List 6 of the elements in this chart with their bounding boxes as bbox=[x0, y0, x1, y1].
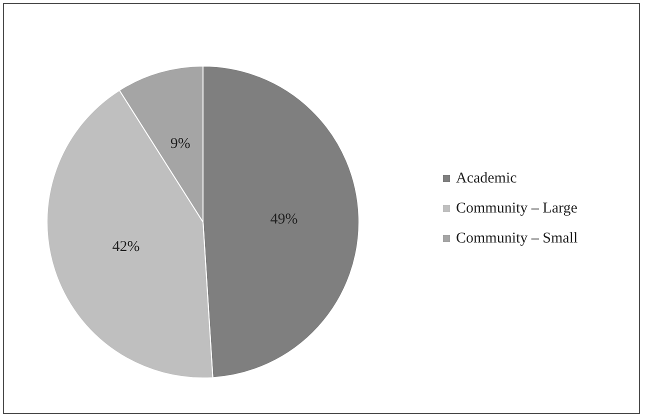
legend-label: Community – Small bbox=[456, 230, 578, 246]
data-label: 42% bbox=[112, 239, 140, 256]
legend-label: Community – Large bbox=[456, 200, 578, 216]
data-label: 9% bbox=[170, 136, 190, 152]
data-label: 49% bbox=[270, 211, 298, 228]
legend-label: Academic bbox=[456, 170, 518, 186]
